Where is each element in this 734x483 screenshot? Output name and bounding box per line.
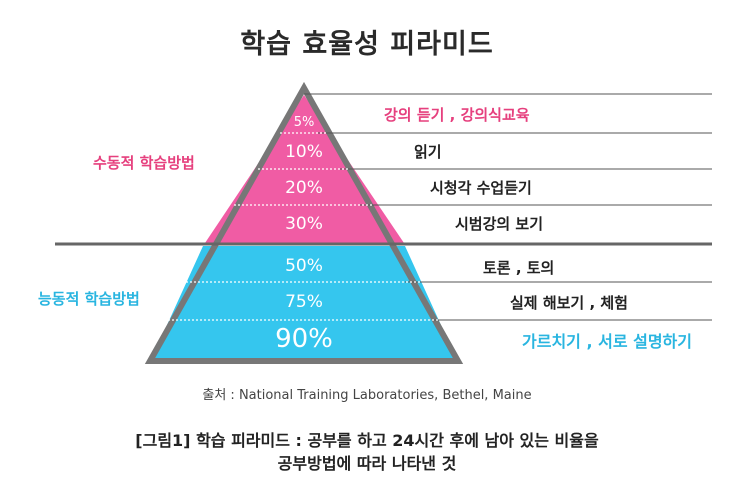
passive-group-label: 수동적 학습방법 (93, 154, 195, 172)
level-description-6: 실제 해보기 , 체험 (510, 294, 628, 312)
pyramid-active-section (152, 246, 456, 358)
level-percent-10: 10% (285, 142, 323, 162)
active-group-label: 능동적 학습방법 (38, 290, 140, 308)
level-description-5: 토론 , 토의 (483, 259, 555, 277)
level-percent-30: 30% (285, 214, 323, 234)
level-description-4: 시범강의 보기 (455, 215, 544, 233)
level-percent-75: 75% (285, 292, 323, 312)
level-percent-20: 20% (285, 178, 323, 198)
level-description-3: 시청각 수업듣기 (430, 179, 532, 197)
figure-caption-line2: 공부방법에 따라 나타낸 것 (277, 454, 457, 473)
source-note: 출처 : National Training Laboratories, Bet… (202, 388, 532, 403)
level-percent-5: 5% (293, 115, 315, 130)
level-description-1: 강의 듣기 , 강의식교육 (384, 106, 530, 124)
level-description-7: 가르치기 , 서로 설명하기 (522, 332, 692, 351)
guide-lines (304, 93, 712, 321)
pyramid-passive-section (205, 95, 404, 243)
level-percent-50: 50% (285, 256, 323, 276)
level-description-2: 읽기 (414, 143, 442, 161)
level-separators (168, 132, 440, 321)
page-title: 학습 효율성 피라미드 (240, 29, 494, 60)
level-percent-90: 90% (275, 324, 333, 354)
pyramid-outline (144, 81, 464, 364)
figure-caption-line1: [그림1] 학습 피라미드 : 공부를 하고 24시간 후에 남아 있는 비율을 (135, 431, 599, 450)
